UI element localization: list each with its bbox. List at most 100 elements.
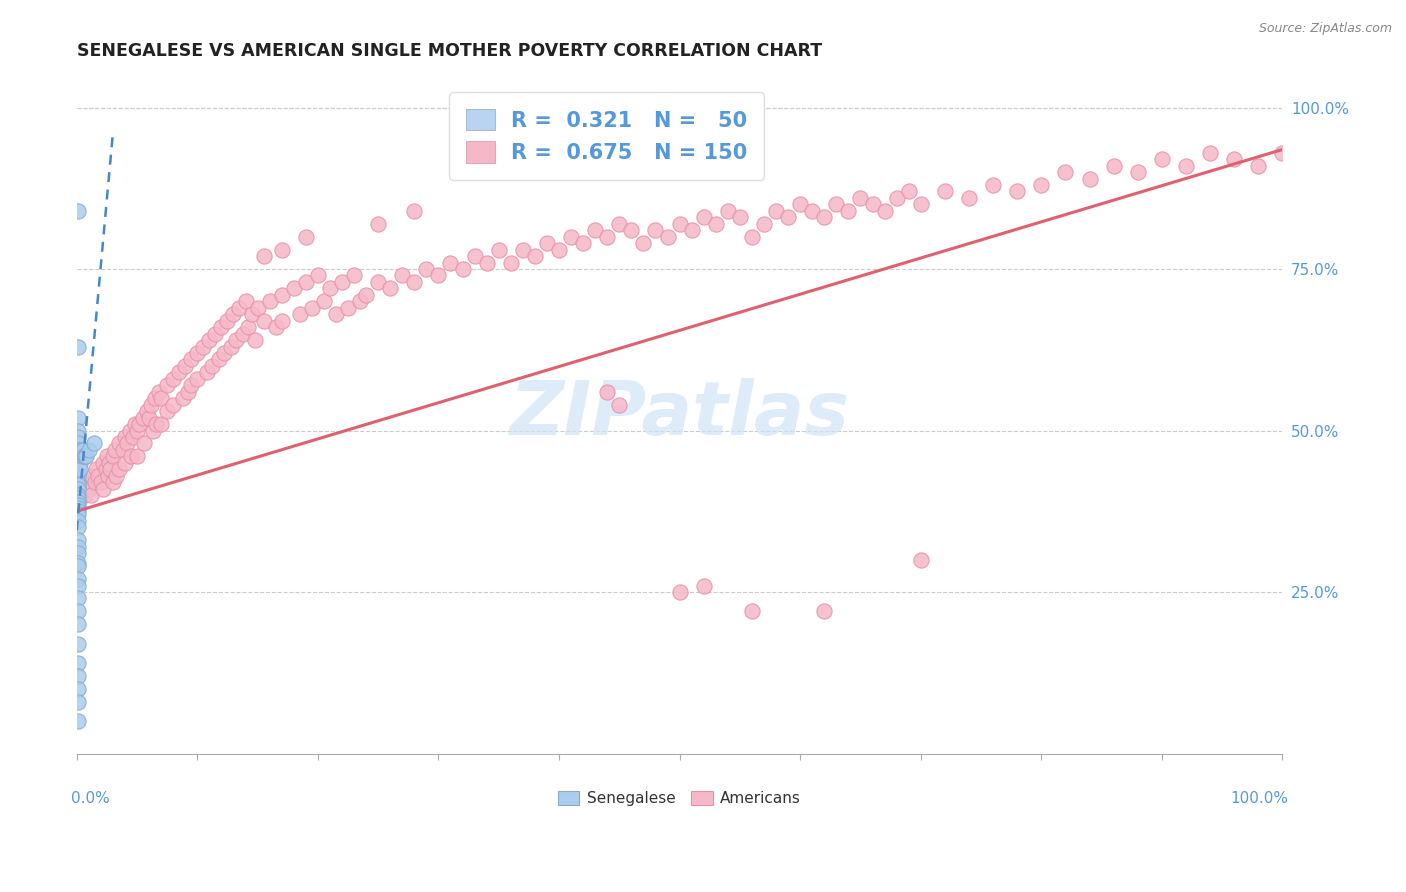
Point — [212, 346, 235, 360]
Point — [66, 339, 89, 353]
Point — [288, 307, 311, 321]
Point — [186, 372, 208, 386]
Point — [849, 191, 872, 205]
Point — [741, 229, 763, 244]
Point — [143, 391, 166, 405]
Point — [66, 442, 89, 457]
Point — [66, 456, 89, 470]
Point — [451, 262, 474, 277]
Point — [66, 591, 89, 606]
Point — [1005, 185, 1028, 199]
Point — [789, 197, 811, 211]
Point — [148, 384, 170, 399]
Point — [141, 398, 163, 412]
Point — [87, 468, 110, 483]
Point — [523, 249, 546, 263]
Point — [813, 604, 835, 618]
Point — [475, 255, 498, 269]
Point — [312, 294, 335, 309]
Point — [439, 255, 461, 269]
Point — [765, 203, 787, 218]
Point — [404, 203, 426, 218]
Point — [66, 501, 89, 516]
Point — [813, 211, 835, 225]
Point — [319, 281, 342, 295]
Point — [66, 514, 89, 528]
Point — [66, 656, 89, 670]
Point — [124, 417, 146, 431]
Point — [1126, 165, 1149, 179]
Point — [150, 417, 173, 431]
Point — [560, 229, 582, 244]
Point — [270, 314, 292, 328]
Point — [243, 333, 266, 347]
Point — [101, 475, 124, 490]
Point — [66, 578, 89, 592]
Point — [172, 391, 194, 405]
Point — [180, 352, 202, 367]
Point — [66, 508, 89, 522]
Point — [73, 450, 96, 464]
Point — [91, 456, 114, 470]
Point — [101, 450, 124, 464]
Point — [837, 203, 859, 218]
Point — [644, 223, 666, 237]
Point — [180, 378, 202, 392]
Point — [198, 333, 221, 347]
Point — [186, 346, 208, 360]
Point — [209, 320, 232, 334]
Point — [69, 456, 91, 470]
Point — [741, 604, 763, 618]
Point — [693, 211, 716, 225]
Point — [111, 442, 134, 457]
Point — [66, 572, 89, 586]
Point — [886, 191, 908, 205]
Point — [66, 520, 89, 534]
Point — [693, 578, 716, 592]
Point — [134, 436, 156, 450]
Point — [75, 488, 97, 502]
Point — [66, 681, 89, 696]
Point — [174, 359, 197, 373]
Point — [66, 669, 89, 683]
Point — [118, 424, 141, 438]
Point — [156, 404, 179, 418]
Point — [66, 424, 89, 438]
Point — [910, 552, 932, 566]
Point — [201, 359, 224, 373]
Point — [354, 288, 377, 302]
Point — [225, 333, 247, 347]
Point — [391, 268, 413, 283]
Point — [69, 442, 91, 457]
Point — [91, 482, 114, 496]
Point — [72, 482, 94, 496]
Point — [415, 262, 437, 277]
Point — [337, 301, 360, 315]
Point — [270, 288, 292, 302]
Text: 0.0%: 0.0% — [70, 791, 110, 805]
Point — [219, 339, 242, 353]
Point — [138, 410, 160, 425]
Point — [193, 339, 215, 353]
Point — [752, 217, 775, 231]
Legend: Senegalese, Americans: Senegalese, Americans — [551, 783, 808, 814]
Point — [94, 462, 117, 476]
Point — [66, 556, 89, 570]
Point — [66, 450, 89, 464]
Point — [66, 533, 89, 548]
Point — [1150, 152, 1173, 166]
Point — [252, 249, 274, 263]
Point — [596, 229, 619, 244]
Point — [66, 482, 89, 496]
Point — [66, 410, 89, 425]
Point — [167, 365, 190, 379]
Point — [512, 243, 534, 257]
Text: 100.0%: 100.0% — [1230, 791, 1288, 805]
Point — [120, 450, 142, 464]
Text: Source: ZipAtlas.com: Source: ZipAtlas.com — [1258, 22, 1392, 36]
Point — [536, 236, 558, 251]
Point — [1054, 165, 1077, 179]
Point — [108, 462, 131, 476]
Point — [294, 275, 316, 289]
Point — [1223, 152, 1246, 166]
